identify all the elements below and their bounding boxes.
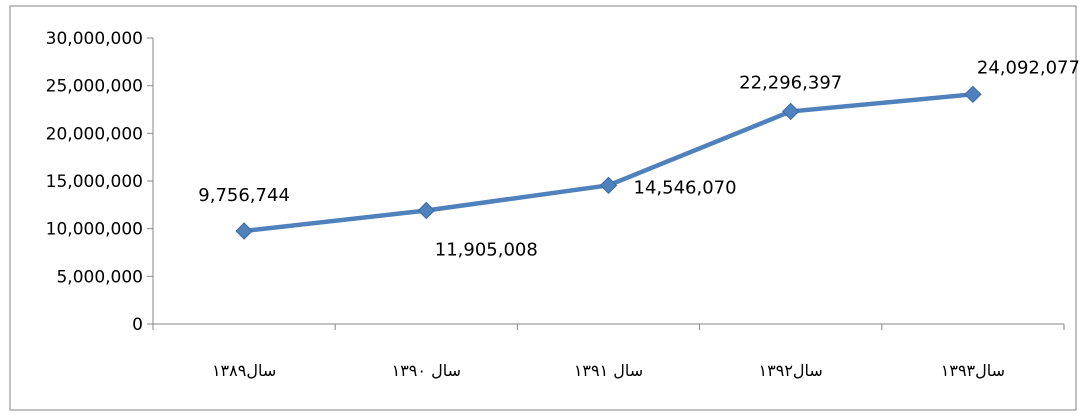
y-tick-label: 0	[132, 315, 143, 335]
data-point-marker	[599, 176, 618, 195]
y-axis: 0 5,000,000 10,000,000 15,000,000 20,000,000…	[46, 29, 154, 335]
data-point-marker	[964, 85, 982, 104]
y-tick-label: 5,000,000	[56, 267, 143, 287]
y-tick-label: 15,000,000	[46, 172, 143, 192]
data-point-marker	[417, 201, 436, 220]
x-category-label: سال۱۳۸۹	[212, 361, 276, 380]
series-line-group	[235, 85, 982, 240]
x-category-label: سال ۱۳۹۱	[574, 361, 643, 380]
data-label: 9,756,744	[198, 185, 290, 206]
y-tick-label: 25,000,000	[46, 77, 143, 97]
data-label: 24,092,077	[977, 57, 1080, 78]
x-axis: سال۱۳۸۹ سال ۱۳۹۰ سال ۱۳۹۱ سال۱۳۹۲ سال۱۳۹۳	[152, 323, 1065, 380]
data-point-marker	[781, 102, 800, 121]
data-point-marker	[235, 222, 253, 240]
data-label: 22,296,397	[739, 72, 842, 93]
y-tick-label: 30,000,000	[46, 29, 143, 49]
y-tick-label: 10,000,000	[46, 220, 143, 240]
x-category-label: سال۱۳۹۳	[941, 361, 1005, 380]
data-labels: 9,756,744 11,905,008 14,546,070 22,296,397 2…	[198, 57, 1080, 260]
x-category-label: سال۱۳۹۲	[759, 361, 823, 380]
data-label: 14,546,070	[634, 177, 737, 198]
y-tick-label: 20,000,000	[46, 124, 143, 144]
x-category-label: سال ۱۳۹۰	[392, 361, 461, 380]
chart-border	[9, 5, 1077, 411]
data-label: 11,905,008	[435, 240, 538, 261]
